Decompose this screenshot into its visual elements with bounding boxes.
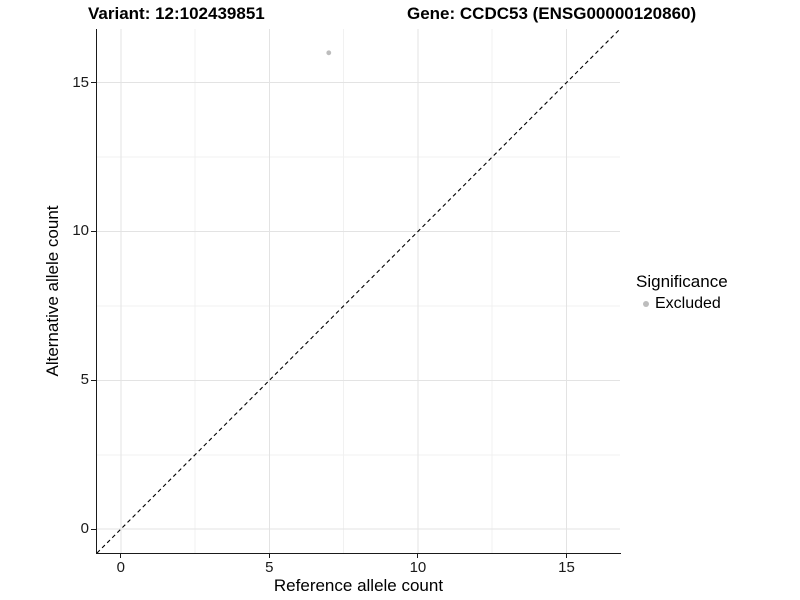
legend-item-label: Excluded xyxy=(655,295,721,312)
plot-title-variant: Variant: 12:102439851 xyxy=(88,4,265,23)
x-tick-label: 15 xyxy=(558,559,575,576)
y-tick-mark xyxy=(91,230,96,232)
y-tick-label: 5 xyxy=(80,371,89,389)
x-tick-label: 5 xyxy=(265,559,274,576)
plot-area-svg xyxy=(97,29,620,553)
data-point xyxy=(326,50,332,56)
legend-point-icon xyxy=(643,300,649,307)
plot-title-gene: Gene: CCDC53 (ENSG00000120860) xyxy=(407,4,697,23)
y-tick-label: 15 xyxy=(72,73,89,91)
y-tick-label: 10 xyxy=(72,222,89,240)
y-tick-mark xyxy=(91,379,96,381)
x-tick-label: 0 xyxy=(116,559,125,576)
x-axis-title: Reference allele count xyxy=(273,576,444,595)
y-tick-mark xyxy=(91,528,96,530)
y-tick-label: 0 xyxy=(80,520,89,538)
x-tick-mark xyxy=(120,553,122,558)
legend-title: Significance xyxy=(636,272,728,291)
y-axis-title: Alternative allele count xyxy=(43,205,62,377)
identity-line xyxy=(97,29,620,553)
x-tick-label: 10 xyxy=(409,559,427,576)
x-tick-mark xyxy=(417,553,419,558)
plot-panel xyxy=(96,29,621,554)
y-tick-mark xyxy=(91,82,96,84)
legend-item-excluded: Excluded xyxy=(636,294,728,313)
x-tick-mark xyxy=(268,553,270,558)
x-tick-mark xyxy=(566,553,567,558)
legend: Significance Excluded xyxy=(636,272,728,313)
